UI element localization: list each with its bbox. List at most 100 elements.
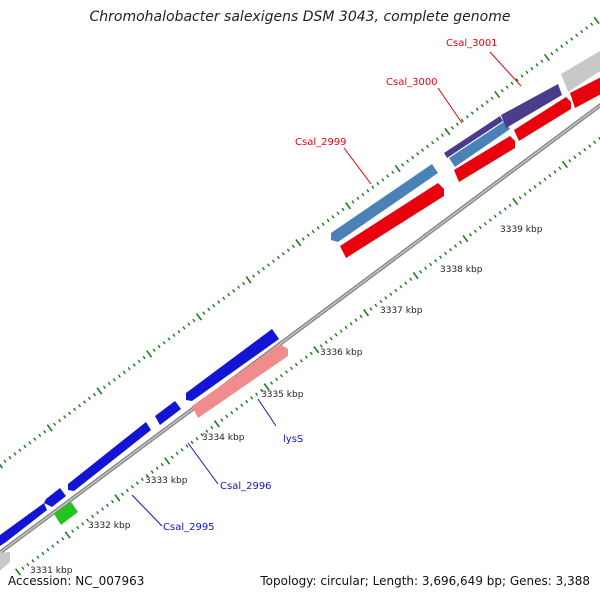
minor-tick [505,85,509,89]
gene-csal-3000[interactable] [449,121,510,167]
gene-csal-2999[interactable] [331,164,438,242]
major-tick [96,387,103,395]
minor-tick [316,226,320,230]
gene-reverse-cds[interactable] [0,503,47,546]
minor-tick [301,237,305,241]
minor-tick [518,196,522,200]
minor-tick [321,222,325,226]
gene-csal-2996[interactable] [68,422,151,491]
minor-tick [73,407,77,412]
kbp-label: 3338 kbp [440,265,483,275]
minor-tick [583,147,587,152]
minor-tick [359,314,363,319]
minor-tick [500,89,504,93]
minor-tick [503,207,507,211]
minor-tick [404,281,408,285]
minor-tick [18,448,22,452]
minor-tick [8,455,12,460]
minor-tick [431,140,435,145]
minor-tick [493,214,497,219]
major-tick [263,383,270,391]
minor-tick [33,437,37,441]
minor-tick [498,210,502,215]
minor-tick [225,414,229,419]
major-tick [64,531,71,539]
minor-tick [286,248,290,252]
minor-tick [291,244,295,249]
minor-tick [394,288,398,293]
minor-tick [235,407,239,411]
minor-tick [458,240,462,245]
gene-lysS[interactable] [192,344,288,418]
minor-tick [588,144,592,148]
minor-tick [56,540,60,545]
major-tick [164,457,171,465]
minor-tick [528,188,532,193]
minor-tick [560,44,564,49]
minor-tick [435,137,440,141]
minor-tick [210,425,214,430]
tick-row-outer [0,16,600,469]
gene-reverse-cds[interactable] [44,488,66,507]
gene-reverse-cds[interactable] [186,329,279,401]
minor-tick [157,344,161,349]
minor-tick [543,177,547,182]
minor-tick [334,333,338,337]
minor-tick [170,455,174,459]
minor-tick [43,429,47,434]
minor-tick [217,300,221,304]
minor-tick [3,459,7,464]
minor-tick [227,292,231,297]
minor-tick [523,192,527,196]
minor-tick [453,244,458,248]
minor-tick [439,255,443,259]
minor-tick [58,418,62,423]
minor-tick [177,329,181,334]
minor-tick [83,400,87,404]
gene-grey-left[interactable] [0,552,10,575]
minor-tick [275,377,279,382]
gene-forward-cds[interactable] [454,136,515,182]
minor-tick [162,341,166,345]
minor-tick [478,225,482,230]
minor-tick [130,485,134,489]
minor-tick [573,155,577,159]
major-tick [245,276,252,284]
minor-tick [41,551,45,556]
gene-grey-right[interactable] [561,48,600,92]
minor-tick [71,529,75,533]
major-tick [14,568,22,576]
minor-tick [555,48,559,52]
gene-forward-cds[interactable] [514,97,571,141]
minor-tick [525,70,529,75]
major-tick [462,234,469,243]
minor-tick [520,74,524,78]
minor-tick [180,448,184,452]
minor-tick [379,299,383,304]
minor-tick [200,433,204,437]
gene-forward-cds[interactable] [340,183,444,258]
minor-tick [349,322,353,326]
minor-tick [460,118,464,123]
minor-tick [510,81,514,86]
gene-green[interactable] [54,502,78,525]
minor-tick [220,418,224,422]
minor-tick [87,396,91,401]
minor-tick [515,77,519,82]
minor-tick [86,518,90,522]
minor-tick [434,259,438,263]
gene-reverse-cds[interactable] [155,401,181,425]
gene-forward-cds[interactable] [570,75,600,108]
minor-tick [242,281,246,286]
minor-tick [590,22,594,26]
kbp-label: 3339 kbp [500,225,543,235]
minor-tick [449,247,453,252]
gene-csal-3001[interactable] [501,84,562,128]
minor-tick [421,148,425,152]
minor-tick [361,192,365,197]
minor-tick [110,499,114,504]
minor-tick [222,296,226,301]
major-tick [494,90,501,99]
minor-tick [568,159,572,163]
